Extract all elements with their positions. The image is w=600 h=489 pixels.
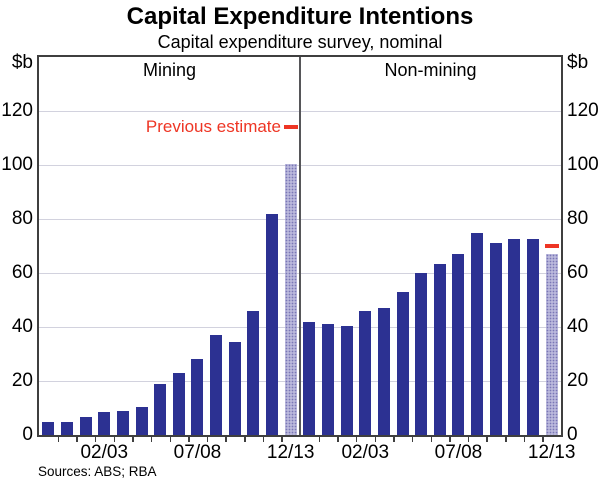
- x-axis-label-12-13: 12/13: [266, 442, 315, 463]
- x-axis-tick: [225, 437, 227, 442]
- x-axis-tick: [449, 437, 451, 442]
- x-axis-tick: [57, 437, 60, 442]
- bar: [191, 359, 204, 435]
- x-axis-tick: [486, 437, 488, 442]
- y-axis-label-left-0: 0: [22, 424, 33, 445]
- x-axis-tick: [393, 437, 395, 442]
- x-axis-label-07-08: 07/08: [173, 442, 222, 463]
- panel-label-non-mining: Non-mining: [384, 60, 477, 80]
- x-axis-tick: [262, 437, 265, 442]
- y-axis-unit-left: $b: [11, 52, 33, 73]
- bar: [135, 406, 148, 435]
- x-axis-tick: [430, 437, 432, 442]
- x-axis-tick: [355, 437, 358, 442]
- x-axis-tick: [94, 437, 97, 442]
- plot-inner: [39, 57, 561, 435]
- y-axis-label-left-80: 80: [11, 208, 33, 229]
- y-axis-label-right-100: 100: [567, 154, 599, 175]
- bar: [340, 325, 353, 435]
- bar: [377, 308, 390, 435]
- y-axis-label-left-60: 60: [11, 262, 33, 283]
- previous-estimate-label: Previous estimate: [145, 117, 281, 136]
- y-axis-label-right-0: 0: [567, 424, 578, 445]
- y-axis-label-left-100: 100: [1, 154, 33, 175]
- x-axis-tick: [505, 437, 507, 442]
- plot-area: [37, 55, 563, 437]
- bar: [228, 341, 241, 435]
- x-axis-tick: [206, 437, 209, 442]
- y-axis-label-right-40: 40: [567, 316, 589, 337]
- bar: [247, 310, 260, 435]
- y-axis-label-left-20: 20: [11, 370, 33, 391]
- x-axis-label-02-03: 02/03: [341, 442, 390, 463]
- x-axis-tick: [523, 437, 526, 442]
- bar: [471, 232, 484, 435]
- chart-subtitle: Capital expenditure survey, nominal: [157, 32, 443, 52]
- x-axis-tick: [337, 437, 339, 442]
- x-axis-tick: [76, 437, 78, 442]
- x-axis-tick: [244, 437, 246, 442]
- y-axis-unit-right: $b: [567, 52, 589, 73]
- x-axis-tick: [281, 437, 283, 442]
- x-axis-tick: [542, 437, 544, 442]
- bar: [396, 291, 409, 435]
- sources-note: Sources: ABS; RBA: [38, 464, 157, 479]
- y-axis-label-right-80: 80: [567, 208, 589, 229]
- bar: [508, 239, 521, 435]
- bar: [79, 417, 92, 435]
- panel-non-mining: [300, 57, 561, 435]
- bar: [415, 273, 428, 435]
- bar: [60, 421, 73, 435]
- bar: [42, 421, 55, 435]
- y-axis-label-right-20: 20: [567, 370, 589, 391]
- bar-estimate: [545, 254, 558, 435]
- y-axis-label-left-40: 40: [11, 316, 33, 337]
- x-axis-tick: [169, 437, 171, 442]
- y-axis-label-left-120: 120: [1, 100, 33, 121]
- bar: [266, 213, 279, 435]
- y-axis-label-right-60: 60: [567, 262, 589, 283]
- x-axis-tick: [113, 437, 116, 442]
- bar: [172, 372, 185, 435]
- x-axis-label-02-03: 02/03: [80, 442, 129, 463]
- panel-divider: [299, 57, 301, 435]
- bar: [489, 243, 502, 435]
- previous-estimate-marker: [283, 125, 298, 129]
- x-axis-tick: [374, 437, 377, 442]
- bar: [527, 239, 540, 435]
- bar: [433, 263, 446, 435]
- bar: [359, 310, 372, 435]
- bar: [303, 321, 316, 435]
- panel-mining: [39, 57, 300, 435]
- bar-estimate: [284, 163, 297, 435]
- chart-title: Capital Expenditure Intentions: [126, 3, 474, 30]
- bar: [321, 324, 334, 435]
- x-axis-tick: [132, 437, 134, 442]
- x-axis-tick: [318, 437, 321, 442]
- bar: [98, 412, 111, 435]
- x-axis-label-12-13: 12/13: [527, 442, 576, 463]
- bar: [116, 410, 129, 435]
- y-axis-label-right-120: 120: [567, 100, 599, 121]
- x-axis-tick: [188, 437, 190, 442]
- x-axis-label-07-08: 07/08: [434, 442, 483, 463]
- x-axis-tick: [411, 437, 414, 442]
- bar: [154, 383, 167, 435]
- x-axis-tick: [467, 437, 470, 442]
- x-axis-tick: [150, 437, 153, 442]
- bar: [452, 254, 465, 435]
- bar: [210, 335, 223, 435]
- previous-estimate-marker: [544, 244, 559, 248]
- panel-label-mining: Mining: [142, 60, 197, 80]
